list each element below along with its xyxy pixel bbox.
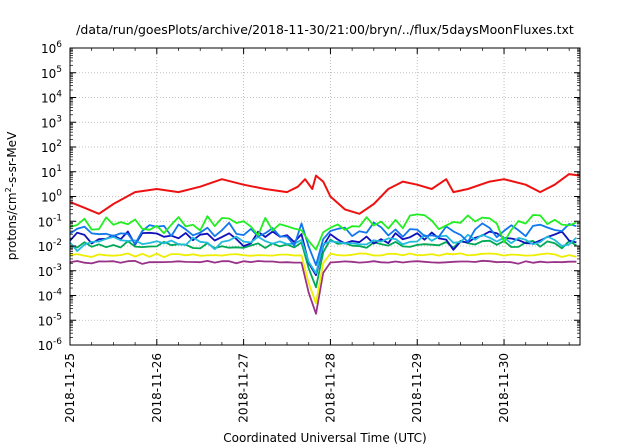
series-line bbox=[69, 238, 577, 289]
y-axis-title-prefix: protons/cm bbox=[5, 192, 19, 260]
y-tick-exp: -1 bbox=[53, 213, 62, 223]
y-tick-label: 10-6 bbox=[38, 337, 63, 353]
y-tick-base: 10 bbox=[41, 191, 56, 205]
x-tick-label: 2018-11-28 bbox=[323, 353, 337, 423]
y-tick-label: 102 bbox=[41, 139, 62, 155]
y-tick-exp: 0 bbox=[56, 189, 62, 199]
x-axis-title: Coordinated Universal Time (UTC) bbox=[223, 431, 426, 445]
x-axis-labels: 2018-11-25 2018-11-26 2018-11-27 2018-11-28… bbox=[63, 353, 511, 423]
y-tick-label: 10-2 bbox=[38, 238, 62, 254]
y-tick-base: 10 bbox=[38, 290, 53, 304]
series-line bbox=[69, 252, 577, 305]
y-tick-label: 103 bbox=[41, 114, 62, 130]
y-tick-exp: 4 bbox=[56, 90, 62, 100]
y-tick-exp: 2 bbox=[56, 139, 62, 149]
y-tick-base: 10 bbox=[41, 141, 56, 155]
y-tick-base: 10 bbox=[41, 166, 56, 180]
series-line bbox=[69, 259, 577, 315]
x-tick-label: 2018-11-25 bbox=[63, 353, 77, 423]
plot-area bbox=[69, 47, 581, 346]
chart-title: /data/run/goesPlots/archive/2018-11-30/2… bbox=[76, 22, 574, 37]
x-tick-label: 2018-11-26 bbox=[150, 353, 164, 423]
y-tick-base: 10 bbox=[38, 240, 53, 254]
y-tick-exp: -6 bbox=[53, 337, 62, 347]
y-tick-exp: -3 bbox=[53, 263, 62, 273]
y-tick-base: 10 bbox=[38, 339, 53, 353]
y-tick-label: 106 bbox=[41, 40, 62, 56]
x-tick-label: 2018-11-29 bbox=[410, 353, 424, 423]
ticks bbox=[69, 47, 580, 346]
y-axis-title: protons/cm2-s-sr-MeV bbox=[4, 131, 19, 260]
series-line bbox=[69, 213, 577, 251]
y-tick-exp: -4 bbox=[53, 288, 62, 298]
y-tick-base: 10 bbox=[41, 92, 56, 106]
y-tick-exp: 6 bbox=[56, 40, 62, 50]
x-tick-label: 2018-11-27 bbox=[237, 353, 251, 423]
y-tick-base: 10 bbox=[41, 116, 56, 130]
y-tick-exp: 1 bbox=[56, 164, 62, 174]
series-line bbox=[69, 173, 581, 215]
y-tick-exp: -5 bbox=[53, 312, 62, 322]
y-tick-exp: 3 bbox=[56, 114, 62, 124]
y-tick-base: 10 bbox=[38, 265, 53, 279]
y-tick-label: 100 bbox=[41, 189, 62, 205]
y-tick-label: 10-1 bbox=[38, 213, 62, 229]
y-tick-base: 10 bbox=[41, 42, 56, 56]
y-tick-label: 10-4 bbox=[38, 288, 63, 304]
series-line bbox=[69, 233, 578, 275]
y-tick-base: 10 bbox=[38, 314, 53, 328]
y-axis-labels: 10-610-510-410-310-210-11001011021031041… bbox=[38, 40, 63, 353]
y-tick-exp: 5 bbox=[56, 65, 62, 75]
x-tick-label: 2018-11-30 bbox=[497, 353, 511, 423]
y-tick-label: 104 bbox=[41, 90, 62, 106]
y-axis-title-suffix: -s-sr-MeV bbox=[5, 131, 19, 187]
y-tick-label: 10-5 bbox=[38, 312, 62, 328]
y-tick-base: 10 bbox=[41, 67, 56, 81]
y-tick-label: 101 bbox=[41, 164, 62, 180]
y-tick-exp: -2 bbox=[53, 238, 62, 248]
series-group bbox=[69, 173, 581, 315]
y-axis-title-sup: 2 bbox=[4, 187, 13, 192]
y-tick-base: 10 bbox=[38, 215, 53, 229]
y-tick-label: 10-3 bbox=[38, 263, 62, 279]
y-tick-label: 105 bbox=[41, 65, 62, 81]
